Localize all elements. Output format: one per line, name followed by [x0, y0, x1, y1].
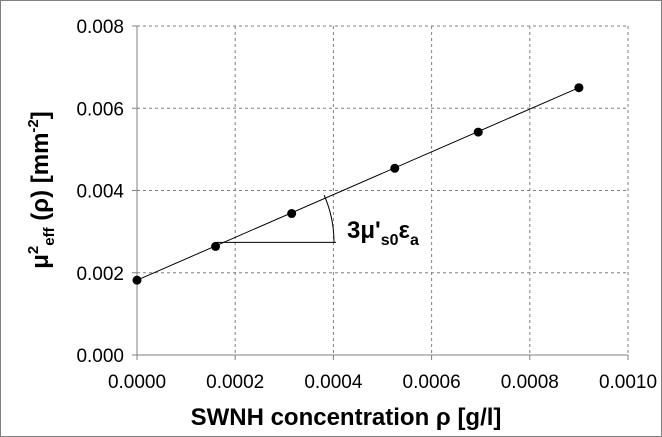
data-points: [132, 83, 584, 285]
fit-line: [136, 87, 580, 281]
grid-lines: [136, 25, 629, 356]
x-tick-label: 0.0000: [108, 372, 166, 393]
y-tick-label: 0.006: [76, 99, 124, 120]
y-tick-label: 0.000: [76, 346, 124, 367]
y-tick-label: 0.008: [76, 17, 124, 38]
data-point: [574, 83, 584, 93]
slope-arc: [323, 194, 335, 243]
axes: [132, 25, 629, 360]
data-point: [473, 127, 483, 137]
data-point: [287, 209, 297, 219]
data-point: [211, 241, 221, 251]
y-tick-labels: 0.000 0.002 0.004 0.006 0.008: [76, 17, 124, 367]
x-tick-label: 0.0008: [501, 372, 559, 393]
data-point: [390, 163, 400, 173]
x-axis-title: SWNH concentration ρ [g/l]: [191, 404, 502, 431]
fit-line-group: [136, 87, 580, 281]
slope-label: 3μ's0εa: [347, 217, 419, 249]
y-axis-title: μ2eff (ρ) [mm-2]: [25, 111, 58, 269]
x-tick-label: 0.0004: [304, 372, 363, 393]
y-tick-label: 0.002: [76, 264, 124, 285]
data-point: [132, 275, 142, 285]
slope-annotation: 3μ's0εa: [215, 194, 419, 249]
x-tick-label: 0.0006: [403, 372, 461, 393]
x-tick-labels: 0.0000 0.0002 0.0004 0.0006 0.0008 0.0010: [108, 372, 657, 393]
x-tick-label: 0.0010: [599, 372, 657, 393]
y-tick-label: 0.004: [76, 182, 124, 203]
x-tick-label: 0.0002: [206, 372, 264, 393]
